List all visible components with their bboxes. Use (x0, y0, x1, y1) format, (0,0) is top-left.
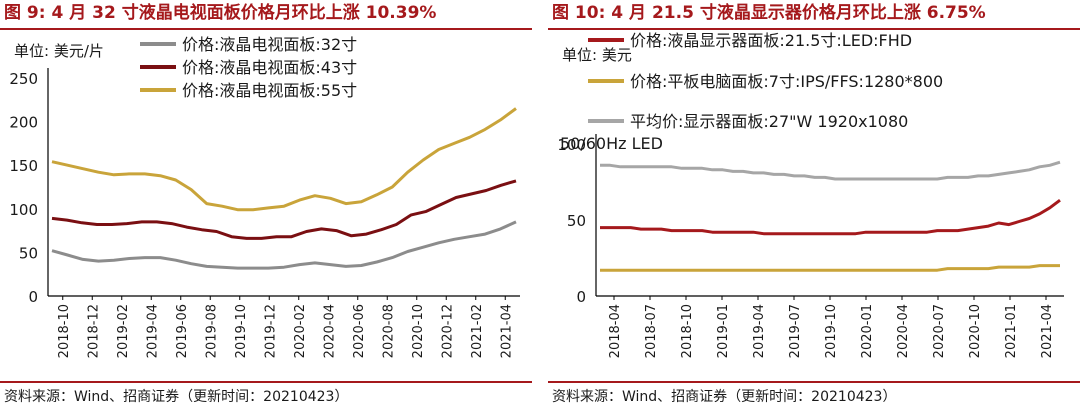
x-tick-label: 2019-08 (204, 304, 219, 358)
x-tick-label: 2019-10 (824, 304, 839, 358)
x-tick-label: 2020-10 (968, 304, 983, 358)
chart-panel-right: 图 10: 4 月 21.5 寸液晶显示器价格月环比上涨 6.75% 单位: 美… (548, 0, 1080, 409)
x-tick-label: 2020-04 (322, 304, 337, 358)
y-tick-label: 0 (28, 288, 38, 306)
series-line-1 (600, 198, 1061, 236)
x-tick-label: 2018-12 (86, 304, 101, 358)
series-line-3 (600, 160, 1061, 181)
x-tick-label: 2021-01 (1004, 304, 1019, 358)
y-tick-label: 50 (19, 244, 38, 262)
x-tick-label: 2018-10 (57, 304, 72, 358)
x-tick-label: 2019-02 (116, 304, 131, 358)
unit-label: 单位: 美元 (562, 46, 632, 64)
x-tick-label: 2019-10 (234, 304, 249, 358)
x-tick-label: 2020-02 (293, 304, 308, 358)
x-tick-label: 2020-12 (440, 304, 455, 358)
x-tick-label: 2020-01 (860, 304, 875, 358)
legend-label-1: 价格:液晶电视面板:32寸 (182, 35, 357, 54)
source-note: 资料来源：Wind、招商证券（更新时间：20210423） (4, 389, 349, 405)
series-line-2 (51, 179, 517, 240)
legend-label-2: 价格:平板电脑面板:7寸:IPS/FFS:1280*800 (630, 72, 943, 91)
title-rule (0, 28, 532, 30)
legend-label-1: 价格:液晶显示器面板:21.5寸:LED:FHD (630, 31, 912, 50)
series-line-3 (51, 107, 517, 212)
y-tick-label: 100 (9, 201, 38, 219)
legend-label-3: 平均价:显示器面板:27"W 1920x1080 50/60Hz LED (560, 112, 913, 153)
chart-panel-left: 图 9: 4 月 32 寸液晶电视面板价格月环比上涨 10.39% 单位: 美元… (0, 0, 532, 409)
x-tick-label: 2019-12 (263, 304, 278, 358)
x-tick-label: 2019-04 (145, 304, 160, 358)
x-tick-label: 2018-10 (680, 304, 695, 358)
x-tick-label: 2019-04 (752, 304, 767, 358)
title-rule (548, 28, 1080, 30)
x-tick-label: 2018-04 (608, 304, 623, 358)
x-tick-label: 2021-02 (470, 304, 485, 358)
x-tick-label: 2020-10 (411, 304, 426, 358)
y-tick-label: 250 (9, 70, 38, 88)
x-tick-label: 2019-01 (716, 304, 731, 358)
x-tick-label: 2020-08 (381, 304, 396, 358)
y-tick-label: 100 (557, 136, 586, 154)
x-tick-label: 2020-07 (932, 304, 947, 358)
series-line-1 (51, 220, 517, 270)
figure-title: 图 9: 4 月 32 寸液晶电视面板价格月环比上涨 10.39% (0, 0, 532, 27)
x-tick-label: 2020-04 (896, 304, 911, 358)
source-note: 资料来源：Wind、招商证券（更新时间：20210423） (552, 389, 897, 405)
legend-label-3: 价格:液晶电视面板:55寸 (182, 81, 357, 100)
line-chart-monitor-panel: 单位: 美元 0 50 100 2018-04 2018-07 2018-10 2019-01… (557, 31, 1064, 358)
x-tick-label: 2021-04 (499, 304, 514, 358)
x-tick-label: 2021-04 (1040, 304, 1055, 358)
x-tick-label: 2020-06 (352, 304, 367, 358)
x-tick-label: 2019-07 (788, 304, 803, 358)
x-tick-label: 2019-06 (175, 304, 190, 358)
legend-label-2: 价格:液晶电视面板:43寸 (182, 58, 357, 77)
source-rule (0, 381, 532, 383)
source-rule (548, 381, 1080, 383)
y-tick-label: 200 (9, 114, 38, 132)
x-tick-label: 2018-07 (644, 304, 659, 358)
line-chart-tv-panel: 单位: 美元/片 0 50 100 150 200 250 2018-10 2018-12 201… (9, 35, 520, 358)
y-tick-label: 150 (9, 157, 38, 175)
y-tick-label: 50 (567, 212, 586, 230)
unit-label: 单位: 美元/片 (14, 42, 104, 60)
y-tick-label: 0 (576, 288, 586, 306)
figure-title: 图 10: 4 月 21.5 寸液晶显示器价格月环比上涨 6.75% (548, 0, 1080, 27)
series-line-2 (600, 264, 1060, 272)
